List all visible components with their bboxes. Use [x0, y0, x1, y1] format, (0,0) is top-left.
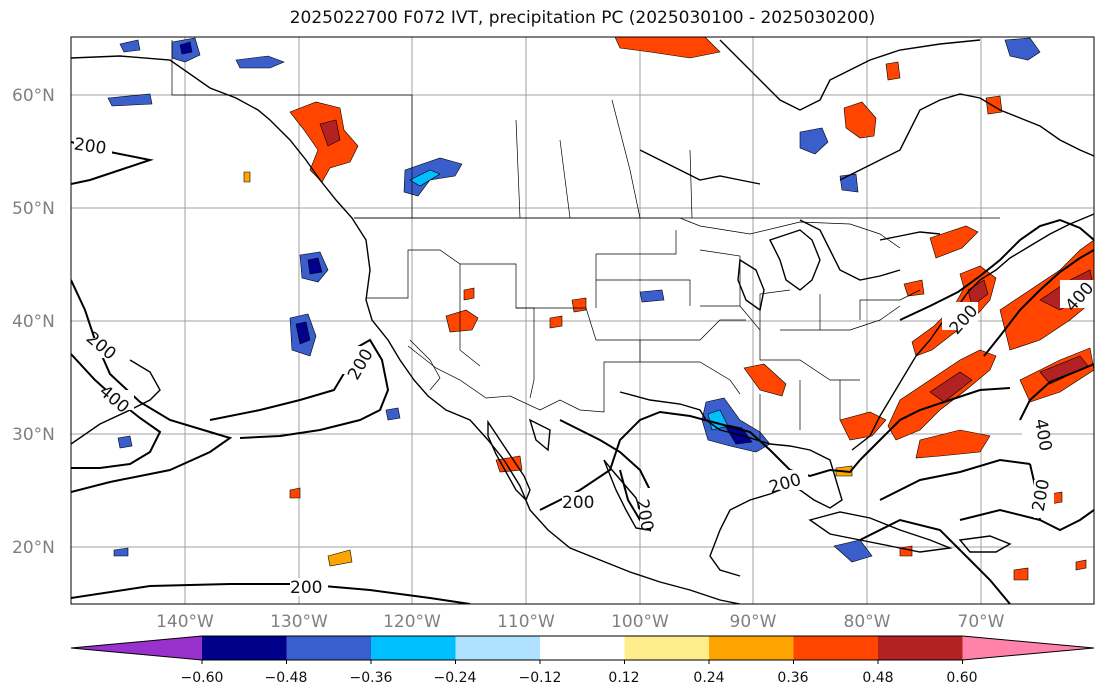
colorbar-bin-4 [455, 636, 541, 660]
lat-label-60: 60°N [12, 86, 55, 106]
longitude-labels: 140°W 130°W 120°W 110°W 100°W 90°W 80°W … [156, 612, 1005, 632]
colorbar-bin-8 [793, 636, 879, 660]
precip-positive-regions [243, 37, 1094, 581]
cb-tick-2: −0.36 [350, 670, 393, 686]
contour-label-200-nw: 200 [73, 135, 108, 159]
cb-tick-0: −0.60 [181, 670, 224, 686]
lon-label-100: 100°W [611, 612, 669, 632]
lon-label-120: 120°W [383, 612, 441, 632]
lon-label-80: 80°W [844, 612, 891, 632]
lon-label-70: 70°W [958, 612, 1005, 632]
colorbar-bin-7 [709, 636, 794, 660]
cb-tick-1: −0.48 [265, 670, 308, 686]
colorbar [70, 635, 1095, 664]
latitude-labels: 60°N 50°N 40°N 30°N 20°N [12, 86, 55, 558]
lat-label-40: 40°N [12, 312, 55, 332]
cb-tick-3: −0.24 [434, 670, 477, 686]
boundaries [171, 40, 1000, 440]
colorbar-bin-9 [878, 636, 963, 660]
map-area: 200 200 400 200 200 200 200 200 200 400 … [71, 37, 1094, 604]
lat-label-20: 20°N [12, 538, 55, 558]
cb-tick-5: 0.12 [608, 670, 639, 686]
lon-label-140: 140°W [156, 612, 214, 632]
lon-label-90: 90°W [730, 612, 777, 632]
colorbar-bin-2 [286, 636, 372, 660]
colorbar-bin-3 [371, 636, 456, 660]
map-title: 2025022700 F072 IVT, precipitation PC (2… [289, 8, 876, 28]
cb-tick-8: 0.48 [862, 670, 893, 686]
colorbar-bin-5 [540, 636, 625, 660]
colorbar-tick-labels: −0.60 −0.48 −0.36 −0.24 −0.12 0.12 0.24 … [181, 670, 978, 686]
map-frame [70, 36, 1095, 605]
lon-label-130: 130°W [270, 612, 328, 632]
lon-label-110: 110°W [497, 612, 555, 632]
lat-label-30: 30°N [12, 425, 55, 445]
contour-label-200-south: 200 [290, 578, 322, 598]
cb-tick-4: −0.12 [519, 670, 562, 686]
precip-negative-regions [107, 37, 1041, 563]
coastlines [71, 39, 1094, 604]
colorbar-bin-6 [624, 636, 710, 660]
colorbar-bin-1 [202, 636, 287, 660]
colorbar-extend-min [71, 636, 202, 660]
lat-label-50: 50°N [12, 199, 55, 219]
cb-tick-6: 0.24 [693, 670, 724, 686]
contour-label-200-mexico: 200 [562, 493, 594, 513]
cb-tick-9: 0.60 [946, 670, 977, 686]
cb-tick-7: 0.36 [777, 670, 808, 686]
colorbar-extend-max [962, 636, 1094, 660]
